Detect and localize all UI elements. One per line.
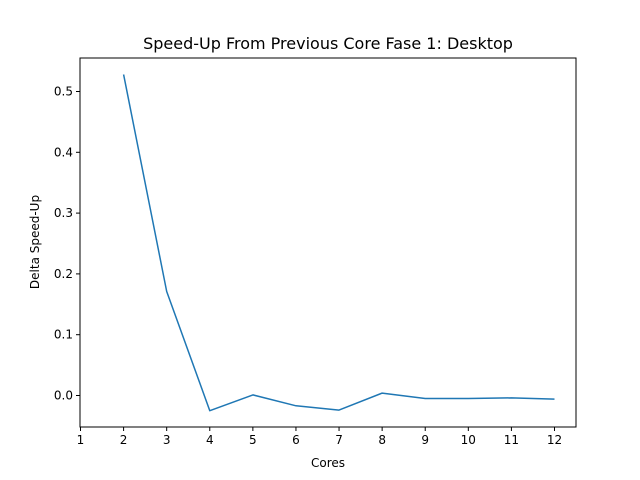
x-tick-label: 1	[77, 433, 85, 447]
x-tick-label: 9	[421, 433, 429, 447]
y-tick-label: 0.0	[54, 389, 73, 403]
y-tick-label: 0.2	[54, 267, 73, 281]
y-tick-label: 0.4	[54, 145, 73, 159]
series-layer	[122, 74, 555, 412]
x-tick-label: 11	[504, 433, 519, 447]
x-tick-label: 4	[206, 433, 214, 447]
plot-frame	[79, 57, 577, 428]
x-axis-ticks: 1 2 3 4 5 6 7 8 9 10 11 12	[77, 427, 562, 447]
x-tick-label: 3	[163, 433, 171, 447]
x-tick-label: 8	[378, 433, 386, 447]
y-tick-label: 0.3	[54, 206, 73, 220]
x-tick-label: 7	[335, 433, 343, 447]
y-axis-ticks: 0.0 0.1 0.2 0.3 0.4 0.5	[54, 85, 80, 403]
y-axis-label: Delta Speed-Up	[28, 195, 42, 289]
x-tick-label: 5	[249, 433, 257, 447]
chart-title: Speed-Up From Previous Core Fase 1: Desk…	[143, 34, 513, 53]
y-tick-label: 0.1	[54, 328, 73, 342]
x-tick-label: 12	[547, 433, 562, 447]
x-axis-label: Cores	[311, 456, 345, 470]
y-tick-label: 0.5	[54, 85, 73, 99]
x-tick-label: 6	[292, 433, 300, 447]
x-tick-label: 2	[120, 433, 128, 447]
x-tick-label: 10	[461, 433, 476, 447]
